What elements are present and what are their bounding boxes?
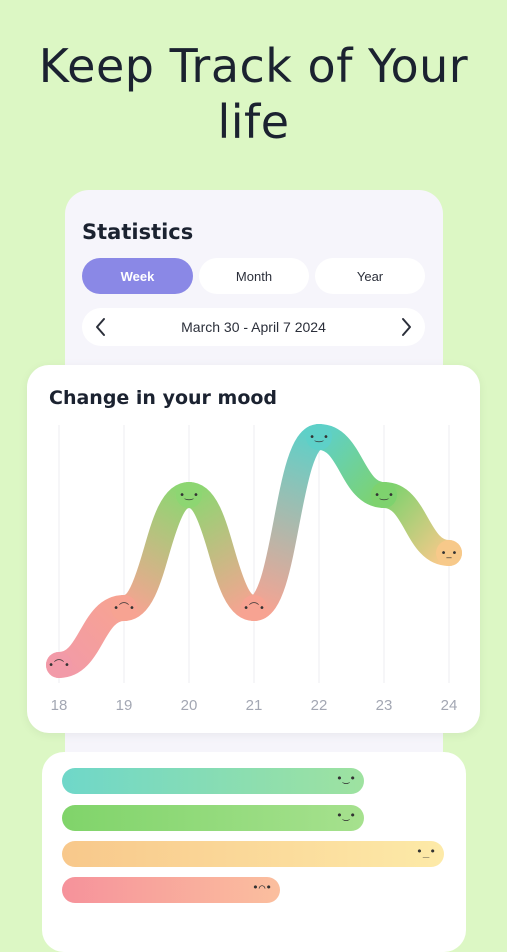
mood-bar: •‿• bbox=[62, 805, 364, 831]
mood-point[interactable] bbox=[306, 424, 332, 450]
x-tick-label: 23 bbox=[376, 697, 393, 714]
mood-bars-card: •‿• •‿• •_• •⌒• bbox=[42, 752, 466, 952]
mood-face-icon: •⌒• bbox=[113, 602, 135, 614]
statistics-title: Statistics bbox=[82, 220, 194, 244]
chevron-left-icon[interactable] bbox=[94, 317, 108, 337]
x-tick-label: 19 bbox=[116, 697, 133, 714]
mood-face-icon: •‿• bbox=[309, 432, 329, 443]
mood-point[interactable] bbox=[111, 595, 137, 621]
headline-line-2: life bbox=[217, 95, 290, 149]
mood-line-segment bbox=[371, 482, 462, 566]
mood-line-segment bbox=[176, 482, 267, 621]
x-tick-label: 24 bbox=[441, 697, 458, 714]
mood-chart-title: Change in your mood bbox=[49, 387, 278, 409]
chevron-right-icon[interactable] bbox=[399, 317, 413, 337]
date-range-label: March 30 - April 7 2024 bbox=[181, 319, 326, 335]
mood-bar: •_• bbox=[62, 841, 444, 867]
mood-line-chart: •⌒• •⌒• •‿• •⌒• •‿• •‿• •_• 18 19 20 21 22 23 24 bbox=[46, 424, 462, 714]
mood-point[interactable] bbox=[241, 595, 267, 621]
mood-point[interactable] bbox=[176, 482, 202, 508]
tab-week[interactable]: Week bbox=[82, 258, 193, 294]
x-tick-label: 18 bbox=[51, 697, 68, 714]
mood-point[interactable] bbox=[371, 482, 397, 508]
x-tick-label: 21 bbox=[246, 697, 263, 714]
x-tick-label: 22 bbox=[311, 697, 328, 714]
mood-line-segment bbox=[306, 424, 397, 508]
headline: Keep Track of Your life bbox=[0, 38, 507, 150]
headline-line-1: Keep Track of Your bbox=[38, 39, 469, 93]
tab-month[interactable]: Month bbox=[199, 258, 309, 294]
mood-face-icon: •⌒• bbox=[252, 881, 272, 894]
mood-bar: •‿• bbox=[62, 768, 364, 794]
mood-face-icon: •‿• bbox=[336, 809, 356, 822]
date-range-selector: March 30 - April 7 2024 bbox=[82, 308, 425, 346]
mood-face-icon: •⌒• bbox=[243, 602, 265, 614]
mood-point[interactable] bbox=[436, 540, 462, 566]
x-tick-label: 20 bbox=[181, 697, 198, 714]
mood-bar: •⌒• bbox=[62, 877, 280, 903]
mood-point[interactable] bbox=[46, 652, 72, 678]
mood-face-icon: •_• bbox=[441, 548, 458, 559]
mood-face-icon: •‿• bbox=[179, 490, 199, 501]
mood-chart-card: Change in your mood •⌒• •⌒• •‿• •⌒• •‿• •‿• •_… bbox=[27, 365, 480, 733]
mood-line-segment bbox=[241, 424, 332, 621]
mood-face-icon: •‿• bbox=[336, 772, 356, 785]
mood-face-icon: •⌒• bbox=[48, 659, 70, 671]
tab-year[interactable]: Year bbox=[315, 258, 425, 294]
mood-face-icon: •_• bbox=[416, 845, 436, 858]
mood-line-segment bbox=[111, 482, 202, 621]
mood-face-icon: •‿• bbox=[374, 490, 394, 501]
